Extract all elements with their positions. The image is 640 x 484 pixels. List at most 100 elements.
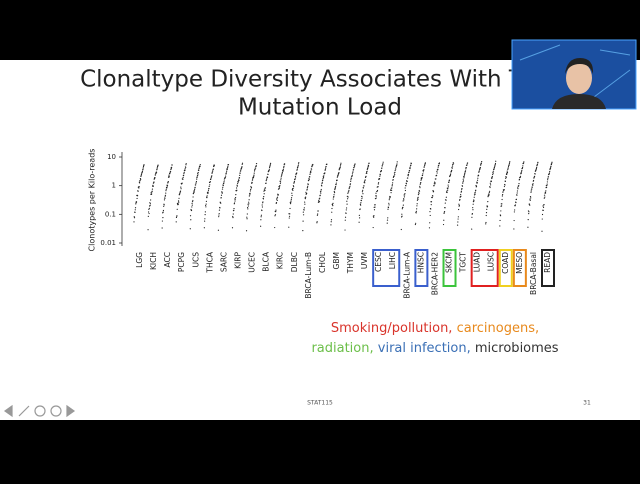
dot (527, 210, 530, 212)
dot (222, 186, 224, 188)
dot (281, 174, 283, 176)
menu-button[interactable] (34, 405, 46, 417)
dot (345, 212, 347, 214)
dot (236, 189, 238, 191)
dot (478, 170, 480, 172)
dot (292, 187, 294, 190)
dot (308, 178, 310, 181)
dot (321, 181, 323, 183)
dot (394, 169, 396, 172)
dot (221, 192, 223, 194)
dot (418, 192, 420, 195)
dot (501, 198, 503, 201)
dot (162, 211, 164, 213)
dot (418, 191, 420, 193)
dot (508, 164, 510, 166)
dot (264, 187, 267, 189)
dot (471, 212, 474, 215)
dot (368, 162, 370, 164)
dot (208, 185, 210, 187)
category-label: BRCA-Basal (529, 252, 538, 295)
dot (349, 184, 351, 186)
prev-button[interactable] (3, 404, 13, 418)
dot (264, 189, 266, 191)
dot (248, 195, 250, 197)
dot (281, 172, 283, 174)
dot (284, 163, 286, 165)
dot (207, 189, 210, 191)
dot (239, 172, 241, 174)
dot (336, 176, 338, 178)
dot (448, 181, 450, 183)
dot (488, 190, 491, 192)
dot (404, 187, 406, 189)
pen-button[interactable] (18, 405, 30, 417)
dot (190, 209, 193, 212)
dot (184, 169, 186, 172)
dot (150, 192, 152, 194)
options-button[interactable] (50, 405, 62, 417)
dot (161, 220, 163, 222)
dot (169, 170, 172, 172)
dot (338, 171, 340, 174)
dot (234, 200, 236, 202)
dot (276, 199, 278, 202)
dot (443, 219, 445, 221)
dot (452, 162, 455, 164)
dot (532, 184, 534, 186)
dot (331, 211, 333, 213)
dot (308, 177, 310, 179)
dot (189, 228, 191, 230)
dot (541, 230, 543, 232)
dot (378, 178, 381, 180)
dot (246, 206, 249, 209)
dot (293, 186, 295, 188)
dot (253, 172, 255, 174)
dot (434, 182, 436, 184)
dot (347, 192, 349, 194)
dot (543, 194, 546, 196)
dot (142, 167, 144, 169)
category-label: DLBC (290, 252, 299, 272)
dot (307, 185, 309, 187)
dot (456, 224, 459, 226)
dot (165, 192, 167, 194)
dot (492, 171, 494, 173)
category-label: COAD (501, 252, 510, 274)
dot (178, 197, 180, 199)
dot (513, 228, 515, 230)
dot (460, 195, 462, 197)
dot (491, 176, 493, 178)
dot (387, 217, 389, 219)
dot (166, 187, 168, 189)
dot (289, 213, 291, 215)
dot (381, 167, 383, 169)
dot (206, 195, 208, 197)
dot (346, 203, 348, 205)
dot (333, 196, 335, 198)
dot (136, 195, 139, 197)
dot (373, 216, 375, 218)
dot (504, 184, 506, 186)
dot (141, 170, 144, 173)
dot (515, 198, 518, 200)
dot (400, 228, 402, 231)
dot (421, 176, 423, 179)
dot (324, 172, 326, 174)
dot (457, 221, 459, 223)
dot (410, 163, 412, 165)
next-button[interactable] (66, 404, 76, 418)
dot (337, 175, 339, 177)
dot (443, 211, 446, 213)
dot (198, 169, 200, 172)
dot (296, 172, 298, 174)
dot (501, 203, 503, 205)
dot (516, 194, 518, 196)
dot (366, 169, 368, 171)
dot (531, 186, 533, 188)
dot (218, 209, 221, 211)
dot (290, 201, 292, 203)
dot (248, 199, 250, 201)
dot (303, 207, 305, 209)
dot (353, 165, 356, 167)
